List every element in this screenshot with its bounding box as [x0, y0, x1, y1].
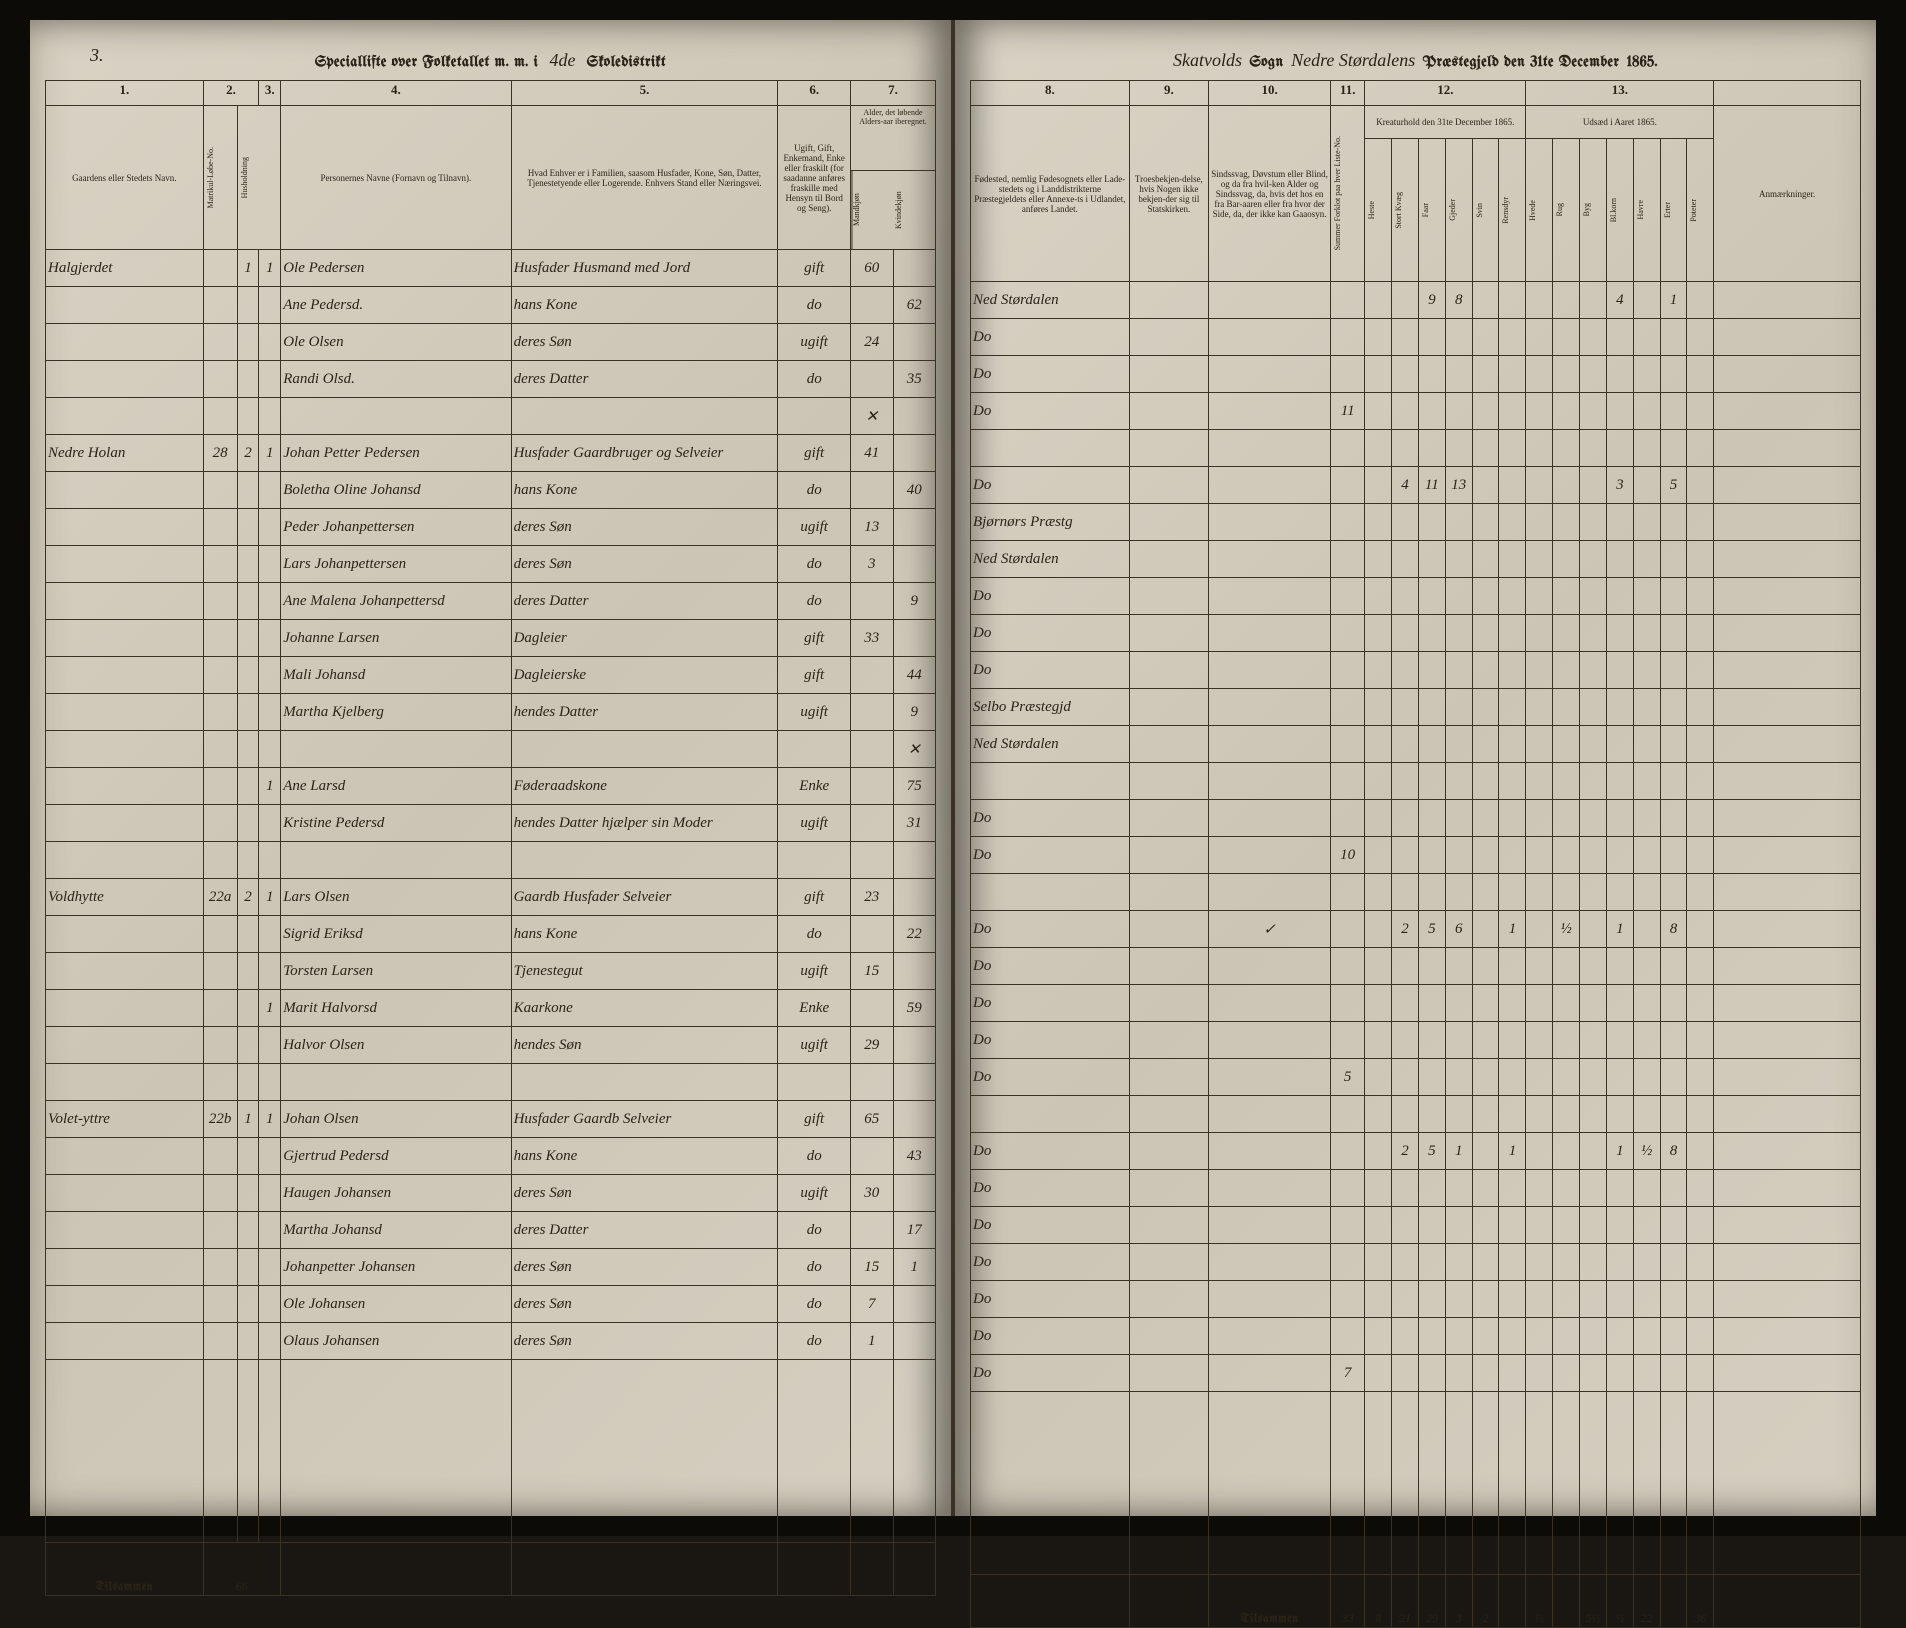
- table-row: [971, 874, 1861, 911]
- table-row: Ane Pedersd.hans Konedo62: [46, 287, 936, 324]
- table-row: Kristine Pedersdhendes Datter hjælper si…: [46, 805, 936, 842]
- table-row: Johanne LarsenDagleiergift33: [46, 620, 936, 657]
- table-row: Ned Størdalen9841: [971, 282, 1861, 319]
- table-row: [46, 1064, 936, 1101]
- table-row: ✕: [46, 398, 936, 435]
- table-row: Do11: [971, 393, 1861, 430]
- table-row: Do: [971, 1170, 1861, 1207]
- header-left: Speciallifte over Folketallet m. m. i 4d…: [45, 50, 936, 72]
- col-num-row: 1. 2. 3. 4. 5. 6. 7.: [46, 81, 936, 106]
- table-row: Do✓2561½18: [971, 911, 1861, 948]
- table-row: Do10: [971, 837, 1861, 874]
- table-row: Martha Kjelberghendes Datterugift9: [46, 694, 936, 731]
- table-row: Halvor Olsenhendes Sønugift29: [46, 1027, 936, 1064]
- table-row: Do: [971, 578, 1861, 615]
- page-number: 3.: [90, 45, 104, 66]
- table-row: Do: [971, 1281, 1861, 1318]
- table-row: Do7: [971, 1355, 1861, 1392]
- table-row: Halgjerdet11Ole PedersenHusfader Husmand…: [46, 250, 936, 287]
- header-right: Skatvolds Sogn Nedre Størdalens Præstegj…: [970, 50, 1861, 72]
- table-row: [971, 430, 1861, 467]
- table-row: Do: [971, 985, 1861, 1022]
- census-ledger: 3. Speciallifte over Folketallet m. m. i…: [0, 0, 1906, 1536]
- table-row: Do: [971, 652, 1861, 689]
- table-row: Do: [971, 319, 1861, 356]
- table-row: Do: [971, 1244, 1861, 1281]
- table-row: Martha Johansdderes Datterdo17: [46, 1212, 936, 1249]
- table-row: Do4111335: [971, 467, 1861, 504]
- table-row: Gjertrud Pedersdhans Konedo43: [46, 1138, 936, 1175]
- table-row: Torsten LarsenTjenestegutugift15: [46, 953, 936, 990]
- table-row: Lars Johanpettersenderes Søndo3: [46, 546, 936, 583]
- table-row: Olaus Johansenderes Søndo1: [46, 1323, 936, 1360]
- table-row: Volet-yttre22b11Johan OlsenHusfader Gaar…: [46, 1101, 936, 1138]
- col-num-row: 8. 9. 10. 11. 12. 13.: [971, 81, 1861, 106]
- table-row: Bjørnørs Præstg: [971, 504, 1861, 541]
- table-row: Selbo Præstegjd: [971, 689, 1861, 726]
- table-row: Haugen Johansenderes Sønugift30: [46, 1175, 936, 1212]
- right-table: 8. 9. 10. 11. 12. 13. Fødested, nemlig F…: [970, 80, 1861, 1628]
- table-row: Ned Størdalen: [971, 726, 1861, 763]
- table-row: Sigrid Eriksdhans Konedo22: [46, 916, 936, 953]
- table-row: Do5: [971, 1059, 1861, 1096]
- table-row: Peder Johanpettersenderes Sønugift13: [46, 509, 936, 546]
- table-row: Mali JohansdDagleierskegift44: [46, 657, 936, 694]
- table-row: Ane Malena Johanpettersdderes Datterdo9: [46, 583, 936, 620]
- col-head-row: Fødested, nemlig Fødesognets eller Lade-…: [971, 106, 1861, 139]
- right-page: Skatvolds Sogn Nedre Størdalens Præstegj…: [953, 20, 1876, 1516]
- table-row: Do: [971, 948, 1861, 985]
- table-row: Do: [971, 1318, 1861, 1355]
- table-row: Do: [971, 800, 1861, 837]
- table-row: Randi Olsd.deres Datterdo35: [46, 361, 936, 398]
- table-row: ✕: [46, 731, 936, 768]
- table-row: [971, 763, 1861, 800]
- footer-left: Tilsammen 66: [46, 1543, 936, 1596]
- table-row: Nedre Holan2821Johan Petter PedersenHusf…: [46, 435, 936, 472]
- table-row: Do: [971, 356, 1861, 393]
- table-row: [971, 1096, 1861, 1133]
- table-row: 1Ane LarsdFøderaadskoneEnke75: [46, 768, 936, 805]
- table-row: Ned Størdalen: [971, 541, 1861, 578]
- footer-right: Tilsammen 33 8 21 29 3 2 ½ 5½ ½ 22 36: [971, 1575, 1861, 1628]
- table-row: Boletha Oline Johansdhans Konedo40: [46, 472, 936, 509]
- col-head-row: Gaardens eller Stedets Navn. Matrikul-Lø…: [46, 106, 936, 250]
- left-table: 1. 2. 3. 4. 5. 6. 7. Gaardens eller Sted…: [45, 80, 936, 1596]
- table-row: Ole Johansenderes Søndo7: [46, 1286, 936, 1323]
- table-row: Do: [971, 615, 1861, 652]
- table-row: Do25111½8: [971, 1133, 1861, 1170]
- table-row: Do: [971, 1207, 1861, 1244]
- table-row: Voldhytte22a21Lars OlsenGaardb Husfader …: [46, 879, 936, 916]
- table-row: Do: [971, 1022, 1861, 1059]
- table-row: 1Marit HalvorsdKaarkoneEnke59: [46, 990, 936, 1027]
- left-page: 3. Speciallifte over Folketallet m. m. i…: [30, 20, 953, 1516]
- table-row: [46, 842, 936, 879]
- table-row: Johanpetter Johansenderes Søndo151: [46, 1249, 936, 1286]
- table-row: Ole Olsenderes Sønugift24: [46, 324, 936, 361]
